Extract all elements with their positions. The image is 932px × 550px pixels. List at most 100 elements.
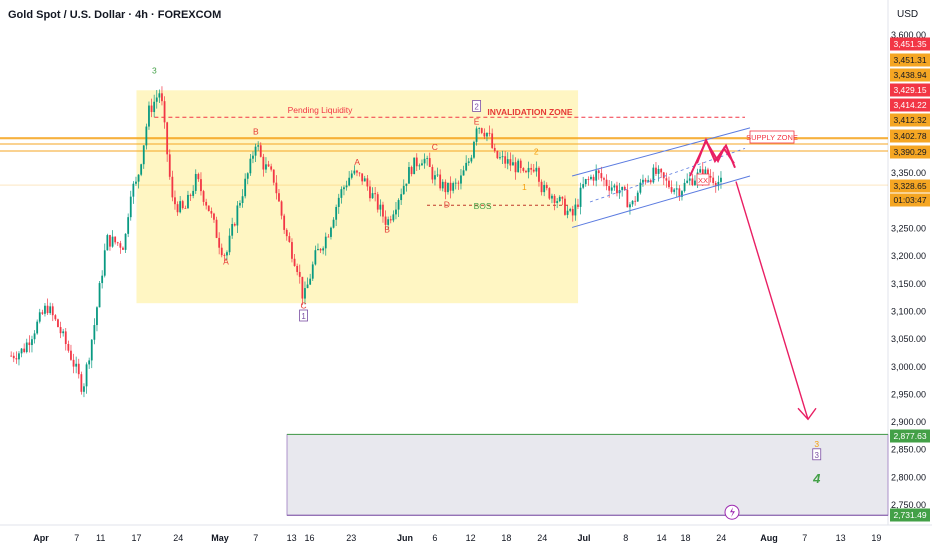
candle-body-116 [311, 264, 314, 279]
time-tick-15: Jul [578, 533, 591, 543]
candle-body-90 [244, 178, 247, 197]
lightning-icon-glyph [730, 507, 735, 518]
supply-zone-box [749, 130, 795, 144]
price-axis-panel [888, 0, 932, 550]
candle-body-47 [132, 183, 135, 197]
price-tick-10: 3,250.00 [891, 224, 926, 234]
candle-body-60 [166, 122, 169, 155]
candle-body-167 [444, 181, 447, 193]
candle-body-31 [90, 339, 93, 361]
candle-body-123 [330, 227, 332, 237]
candle-body-124 [332, 219, 335, 228]
candle-body-231 [610, 187, 613, 191]
price-tag-bg-5 [890, 113, 930, 127]
price-tag-7: 3,390.29 [893, 147, 926, 157]
candle-body-164 [436, 174, 439, 176]
candle-body-146 [389, 219, 392, 221]
wave-label-9: 1 [522, 182, 527, 192]
time-tick-1: 7 [74, 533, 79, 543]
candle-body-1 [12, 355, 15, 359]
candle-body-201 [532, 169, 535, 172]
candle-body-16 [51, 306, 54, 316]
candle-body-26 [77, 363, 80, 375]
candle-body-54 [150, 105, 153, 113]
candle-body-97 [262, 156, 265, 170]
candle-body-271 [714, 182, 717, 187]
candle-body-209 [553, 195, 556, 203]
price-tick-4: 2,950.00 [891, 389, 926, 399]
wave-label-10: 2 [534, 146, 539, 156]
price-tick-13: 3,600.00 [891, 30, 926, 40]
candle-body-138 [369, 186, 371, 199]
candle-body-36 [103, 250, 106, 276]
candle-body-74 [202, 191, 205, 202]
candle-body-259 [683, 182, 686, 192]
candle-body-67 [184, 208, 187, 209]
candle-body-56 [155, 97, 158, 102]
candle-body-268 [707, 169, 709, 176]
candle-body-151 [402, 185, 405, 195]
candle-body-126 [337, 197, 340, 207]
candle-body-168 [447, 182, 449, 193]
time-tick-4: 24 [173, 533, 183, 543]
price-tag-10: 2,877.63 [893, 431, 926, 441]
candle-body-170 [452, 183, 455, 191]
price-tick-1: 2,800.00 [891, 472, 926, 482]
candle-body-109 [293, 258, 296, 266]
candle-body-224 [592, 176, 595, 181]
candle-body-11 [38, 312, 41, 322]
wave-label-4: A [354, 157, 360, 167]
time-tick-13: 18 [501, 533, 511, 543]
candle-body-212 [561, 196, 564, 199]
candle-body-269 [709, 175, 712, 178]
candle-body-80 [218, 237, 221, 248]
candle-body-86 [233, 223, 236, 226]
wave-label-6: C [432, 142, 438, 152]
candle-body-110 [296, 265, 299, 272]
price-tag-bg-0 [890, 37, 930, 51]
candle-body-160 [426, 158, 429, 159]
price-tag-bg-10 [890, 429, 930, 443]
time-tick-12: 12 [466, 533, 476, 543]
price-tag-bg-4 [890, 98, 930, 112]
candle-body-153 [408, 167, 410, 184]
candle-body-24 [72, 359, 75, 367]
candle-body-221 [584, 179, 587, 185]
candle-body-94 [254, 146, 257, 156]
candle-body-101 [272, 169, 275, 183]
candle-body-149 [397, 200, 400, 210]
candle-body-218 [577, 204, 579, 207]
candle-body-208 [551, 195, 553, 199]
candle-body-133 [356, 170, 358, 173]
boxed-wave-box-0 [472, 100, 482, 112]
candle-body-165 [439, 174, 442, 189]
candle-body-246 [649, 180, 652, 183]
candle-body-140 [374, 193, 377, 195]
candle-body-220 [582, 184, 585, 188]
candle-body-52 [145, 126, 148, 146]
candle-body-79 [215, 219, 218, 238]
candle-body-192 [509, 159, 512, 166]
candle-body-148 [395, 209, 397, 215]
candle-body-200 [530, 167, 533, 170]
time-tick-22: 13 [836, 533, 846, 543]
currency-label[interactable]: USD [897, 9, 919, 20]
time-tick-8: 16 [305, 533, 315, 543]
candle-body-171 [454, 182, 457, 184]
time-tick-11: 6 [432, 533, 437, 543]
candle-body-64 [176, 204, 179, 213]
price-tick-8: 3,150.00 [891, 279, 926, 289]
candle-body-45 [127, 217, 130, 234]
wave-label-11: BOS [474, 201, 492, 211]
candle-body-194 [514, 162, 517, 173]
candle-body-21 [64, 331, 67, 345]
candle-body-229 [605, 179, 608, 187]
candle-body-73 [200, 179, 202, 192]
time-tick-0: Apr [33, 533, 49, 543]
candle-body-61 [168, 154, 171, 177]
candle-body-253 [668, 180, 670, 188]
candle-body-125 [335, 206, 338, 220]
candle-body-127 [340, 189, 343, 198]
price-tick-5: 3,000.00 [891, 362, 926, 372]
